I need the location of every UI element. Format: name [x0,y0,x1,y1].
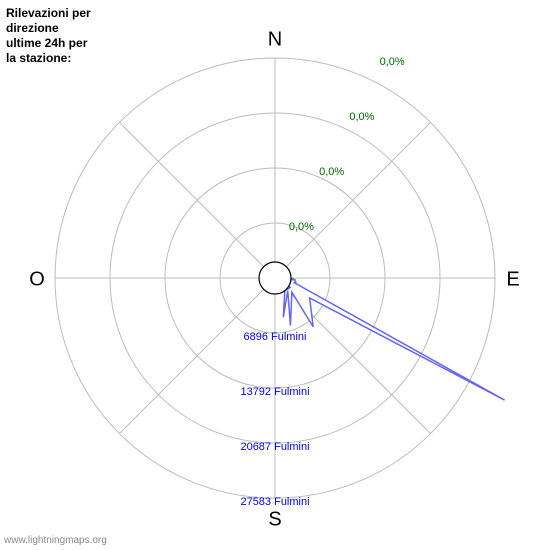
polar-chart: 0,0% 0,0% 0,0% 0,0% 6896 Fulmini 13792 Fulmin… [0,0,550,550]
footer-credit: www.lightningmaps.org [4,535,107,546]
ring-label-percent: 0,0% [289,221,314,233]
ring-label-count: 27583 Fulmini [240,496,309,508]
cardinal-e: E [506,268,519,290]
grid-spoke [119,278,275,434]
ring-label-count: 6896 Fulmini [244,331,307,343]
grid-spoke [275,122,431,278]
cardinal-o: O [29,268,45,290]
rose-polygon [283,278,504,400]
cardinal-s: S [268,508,281,530]
ring-label-count: 13792 Fulmini [240,386,309,398]
center-circle [259,262,291,294]
ring-label-percent: 0,0% [380,56,405,68]
ring-label-count: 20687 Fulmini [240,441,309,453]
ring-label-percent: 0,0% [319,166,344,178]
grid-spoke [119,122,275,278]
cardinal-n: N [268,28,282,50]
ring-label-percent: 0,0% [349,111,374,123]
